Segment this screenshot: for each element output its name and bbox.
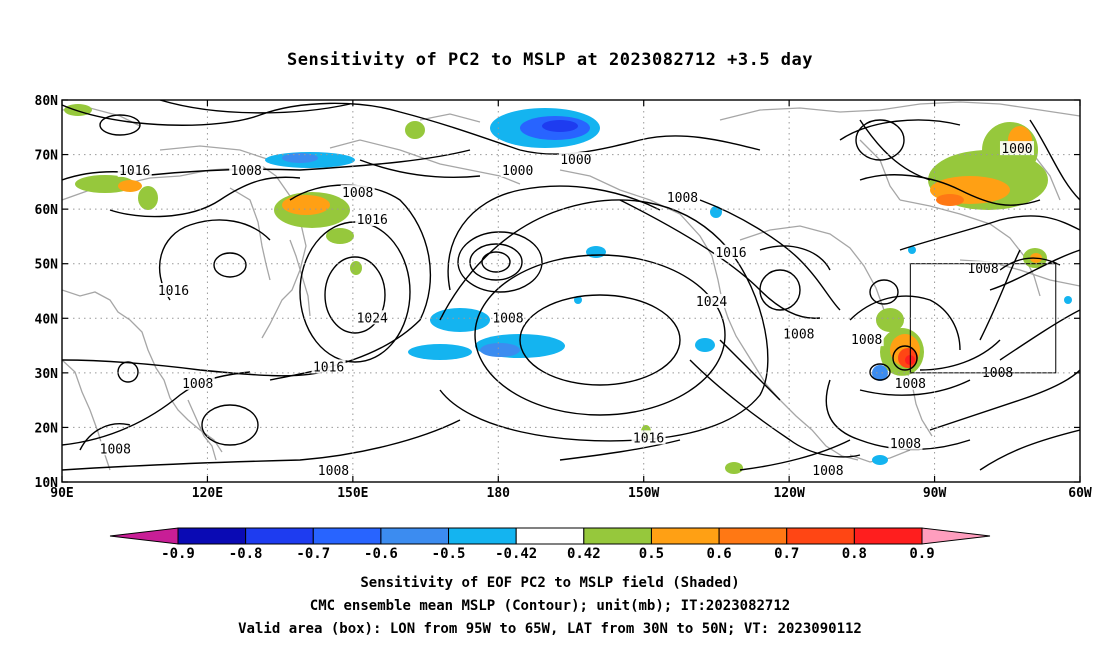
contour-label: 1008: [316, 463, 351, 479]
colorbar-label: 0.6: [706, 546, 731, 562]
contour-label: 1000: [500, 162, 535, 179]
contour-label: 1008: [781, 326, 816, 343]
lon-tick-label: 180: [487, 486, 511, 501]
contour-label: 1016: [631, 430, 666, 446]
svg-text:1008: 1008: [783, 328, 814, 343]
colorbar-label: -0.42: [495, 546, 537, 562]
colorbar-label: 0.8: [842, 546, 867, 562]
contour-label: 1008: [888, 435, 923, 452]
lat-lon-grid: [62, 100, 1080, 482]
colorbar-label: 0.7: [774, 546, 799, 562]
svg-text:1000: 1000: [1001, 142, 1032, 157]
colorbar-label: -0.7: [296, 546, 330, 562]
colorbar-segment: [515, 527, 585, 545]
contour-label: 1016: [713, 244, 748, 261]
svg-text:1008: 1008: [342, 186, 373, 201]
colorbar: -0.9 -0.8 -0.7 -0.6 -0.5 -0.42 0.42 0.5 0.6 0.7 0.…: [109, 527, 991, 562]
lon-tick-label: 120W: [773, 486, 804, 501]
contour-label: 1000: [999, 141, 1034, 157]
svg-text:1016: 1016: [633, 431, 664, 446]
contour-label: 1008: [229, 162, 264, 179]
colorbar-segment: [718, 527, 788, 545]
svg-text:1008: 1008: [812, 464, 843, 479]
contour-label: 1008: [98, 441, 133, 457]
contour-label: 1016: [117, 162, 152, 179]
svg-text:1008: 1008: [667, 191, 698, 206]
colorbar-label: -0.8: [229, 546, 263, 562]
contour-label: 1008: [849, 332, 884, 348]
lat-tick-label: 10N: [35, 476, 59, 491]
lat-tick-label: 20N: [35, 421, 59, 436]
colorbar-segment: [380, 527, 450, 545]
svg-text:1000: 1000: [502, 164, 533, 179]
colorbar-label: -0.9: [161, 546, 195, 562]
lon-tick-label: 150E: [337, 486, 368, 501]
lat-tick-label: 50N: [35, 258, 59, 273]
colorbar-segment: [650, 527, 720, 545]
lat-tick-label: 30N: [35, 367, 59, 382]
contour-label: 1008: [340, 184, 375, 201]
contour-label: 1024: [694, 293, 729, 310]
colorbar-segment: [448, 527, 517, 545]
svg-text:1016: 1016: [357, 213, 388, 228]
contour-label: 1016: [311, 359, 346, 375]
colorbar-high-arrow: [921, 527, 991, 545]
contour-label: 1008: [810, 463, 845, 479]
svg-text:1008: 1008: [318, 464, 349, 479]
caption-line-2: CMC ensemble mean MSLP (Contour); unit(m…: [309, 598, 791, 614]
svg-text:1016: 1016: [715, 246, 746, 261]
caption-line-1: Sensitivity of EOF PC2 to MSLP field (Sh…: [360, 575, 740, 591]
colorbar-label: -0.6: [364, 546, 398, 562]
contour-label: 1000: [558, 152, 593, 168]
svg-text:1000: 1000: [560, 153, 591, 168]
caption-line-3: Valid area (box): LON from 95W to 65W, L…: [238, 621, 862, 637]
contour-label: 1008: [180, 375, 215, 392]
colorbar-segment: [583, 527, 652, 545]
contour-labels: 1016 1008 1000 1000 1008 1016 1008 1016 1024 1016…: [98, 141, 1034, 479]
svg-text:1008: 1008: [182, 377, 213, 392]
svg-text:1016: 1016: [313, 360, 344, 375]
contour-label: 1008: [665, 190, 700, 206]
map-title: Sensitivity of PC2 to MSLP at 2023082712…: [286, 50, 813, 70]
lat-tick-label: 70N: [35, 149, 59, 164]
svg-text:1008: 1008: [890, 437, 921, 452]
contour-label: 1016: [355, 212, 390, 228]
lat-tick-label: 60N: [35, 203, 59, 218]
svg-text:1008: 1008: [100, 442, 131, 457]
svg-text:1024: 1024: [696, 295, 727, 310]
colorbar-segment: [312, 527, 382, 545]
colorbar-label: 0.42: [567, 546, 601, 562]
colorbar-label: 0.9: [909, 546, 934, 562]
contour-label: 1024: [355, 310, 390, 326]
colorbar-segment: [853, 527, 923, 545]
lon-tick-label: 150W: [628, 486, 659, 501]
lon-tick-label: 60W: [1068, 486, 1092, 501]
svg-text:1016: 1016: [158, 284, 189, 299]
colorbar-segment: [245, 527, 314, 545]
svg-text:1024: 1024: [357, 311, 388, 326]
plot-border: [61, 99, 1081, 483]
colorbar-label: 0.5: [639, 546, 664, 562]
lat-tick-label: 80N: [35, 94, 59, 109]
svg-text:1008: 1008: [967, 262, 998, 277]
mslp-contours: [62, 100, 1080, 471]
lon-tick-label: 120E: [192, 486, 223, 501]
svg-text:1016: 1016: [119, 164, 150, 179]
colorbar-segment: [786, 527, 855, 545]
contour-label: 1016: [156, 283, 191, 299]
lon-tick-label: 90E: [50, 486, 73, 501]
svg-text:1008: 1008: [895, 377, 926, 392]
contour-label: 1008: [893, 375, 928, 392]
colorbar-low-arrow: [109, 527, 179, 545]
contour-label: 1008: [966, 261, 1001, 277]
lat-tick-label: 40N: [35, 312, 59, 327]
lon-tick-label: 90W: [923, 486, 947, 501]
colorbar-segment: [177, 527, 247, 545]
colorbar-label: -0.5: [432, 546, 466, 562]
svg-text:1008: 1008: [851, 333, 882, 348]
svg-text:1008: 1008: [231, 164, 262, 179]
